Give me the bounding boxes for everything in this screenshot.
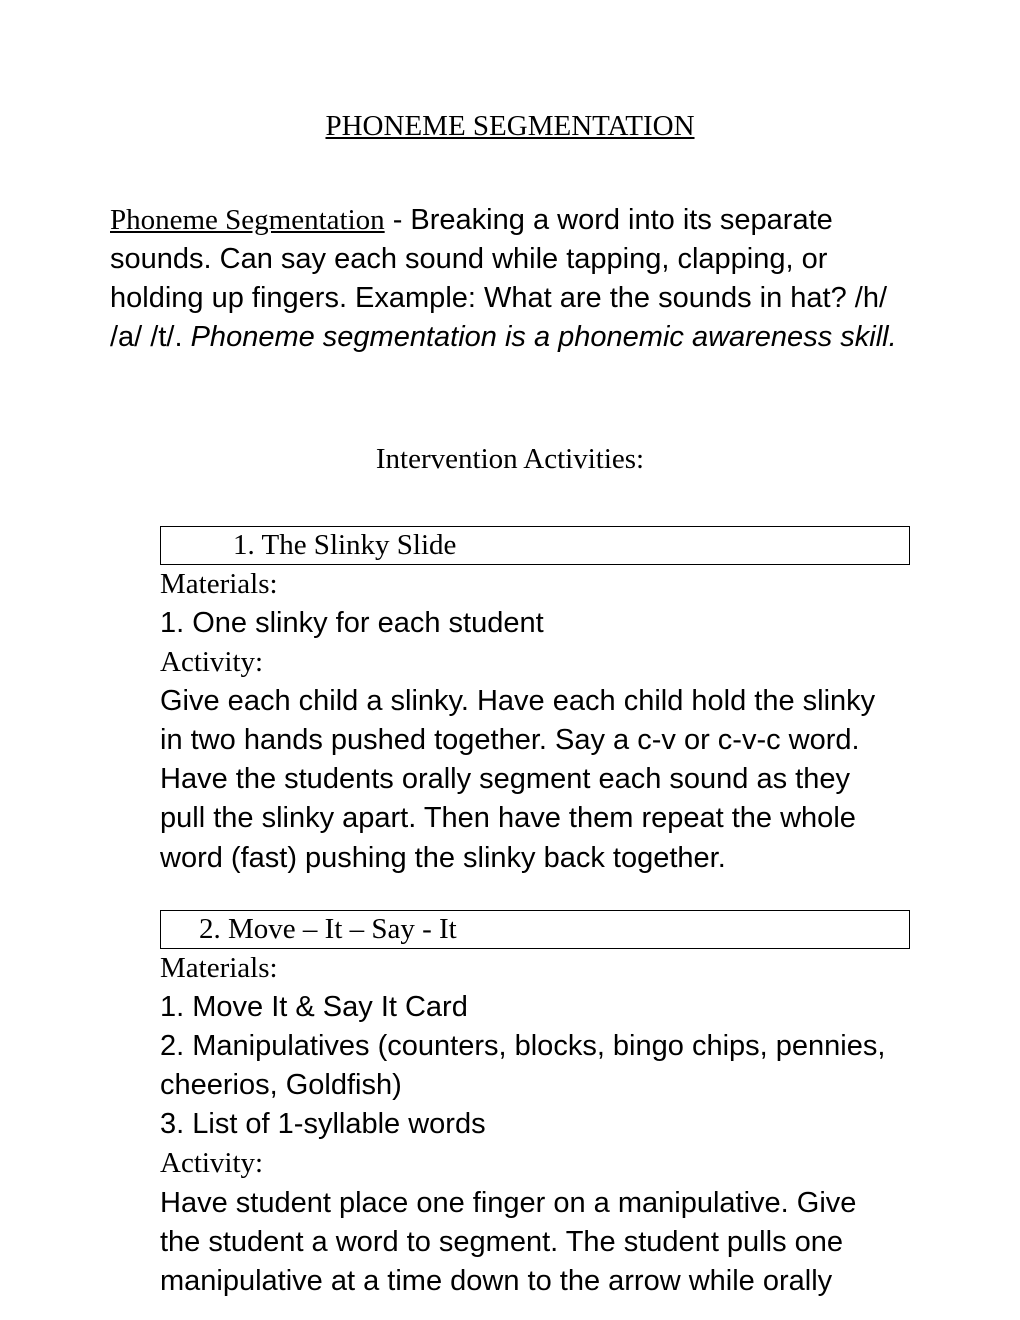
- materials-label-2: Materials:: [160, 949, 890, 988]
- activity-1-text: Give each child a slinky. Have each chil…: [160, 682, 890, 878]
- materials-label-1: Materials:: [160, 565, 890, 604]
- activity-2-box: 2. Move – It – Say - It: [160, 910, 910, 949]
- intro-italic: Phoneme segmentation is a phonemic aware…: [191, 321, 897, 353]
- activity-2-material-1: 1. Move It & Say It Card: [160, 988, 890, 1027]
- intro-heading: Phoneme Segmentation: [110, 204, 385, 236]
- activity-2-text: Have student place one finger on a manip…: [160, 1184, 890, 1301]
- activity-label-2: Activity:: [160, 1144, 890, 1183]
- activity-1-content: Materials: 1. One slinky for each studen…: [160, 565, 890, 878]
- section-title: Intervention Activities:: [110, 443, 910, 476]
- activity-2-material-3: 3. List of 1-syllable words: [160, 1105, 890, 1144]
- activity-2-material-2: 2. Manipulatives (counters, blocks, bing…: [160, 1027, 890, 1105]
- activity-1-material-1: 1. One slinky for each student: [160, 604, 890, 643]
- activity-label-1: Activity:: [160, 643, 890, 682]
- spacer: [110, 878, 910, 910]
- activity-1-box: 1. The Slinky Slide: [160, 526, 910, 565]
- intro-paragraph: Phoneme Segmentation - Breaking a word i…: [110, 201, 910, 358]
- document-page: PHONEME SEGMENTATION Phoneme Segmentatio…: [0, 0, 1020, 1301]
- activity-2-label: 2. Move – It – Say - It: [161, 913, 909, 946]
- activity-2-content: Materials: 1. Move It & Say It Card 2. M…: [160, 949, 890, 1301]
- activity-1-label: 1. The Slinky Slide: [161, 529, 909, 562]
- main-title: PHONEME SEGMENTATION: [110, 110, 910, 143]
